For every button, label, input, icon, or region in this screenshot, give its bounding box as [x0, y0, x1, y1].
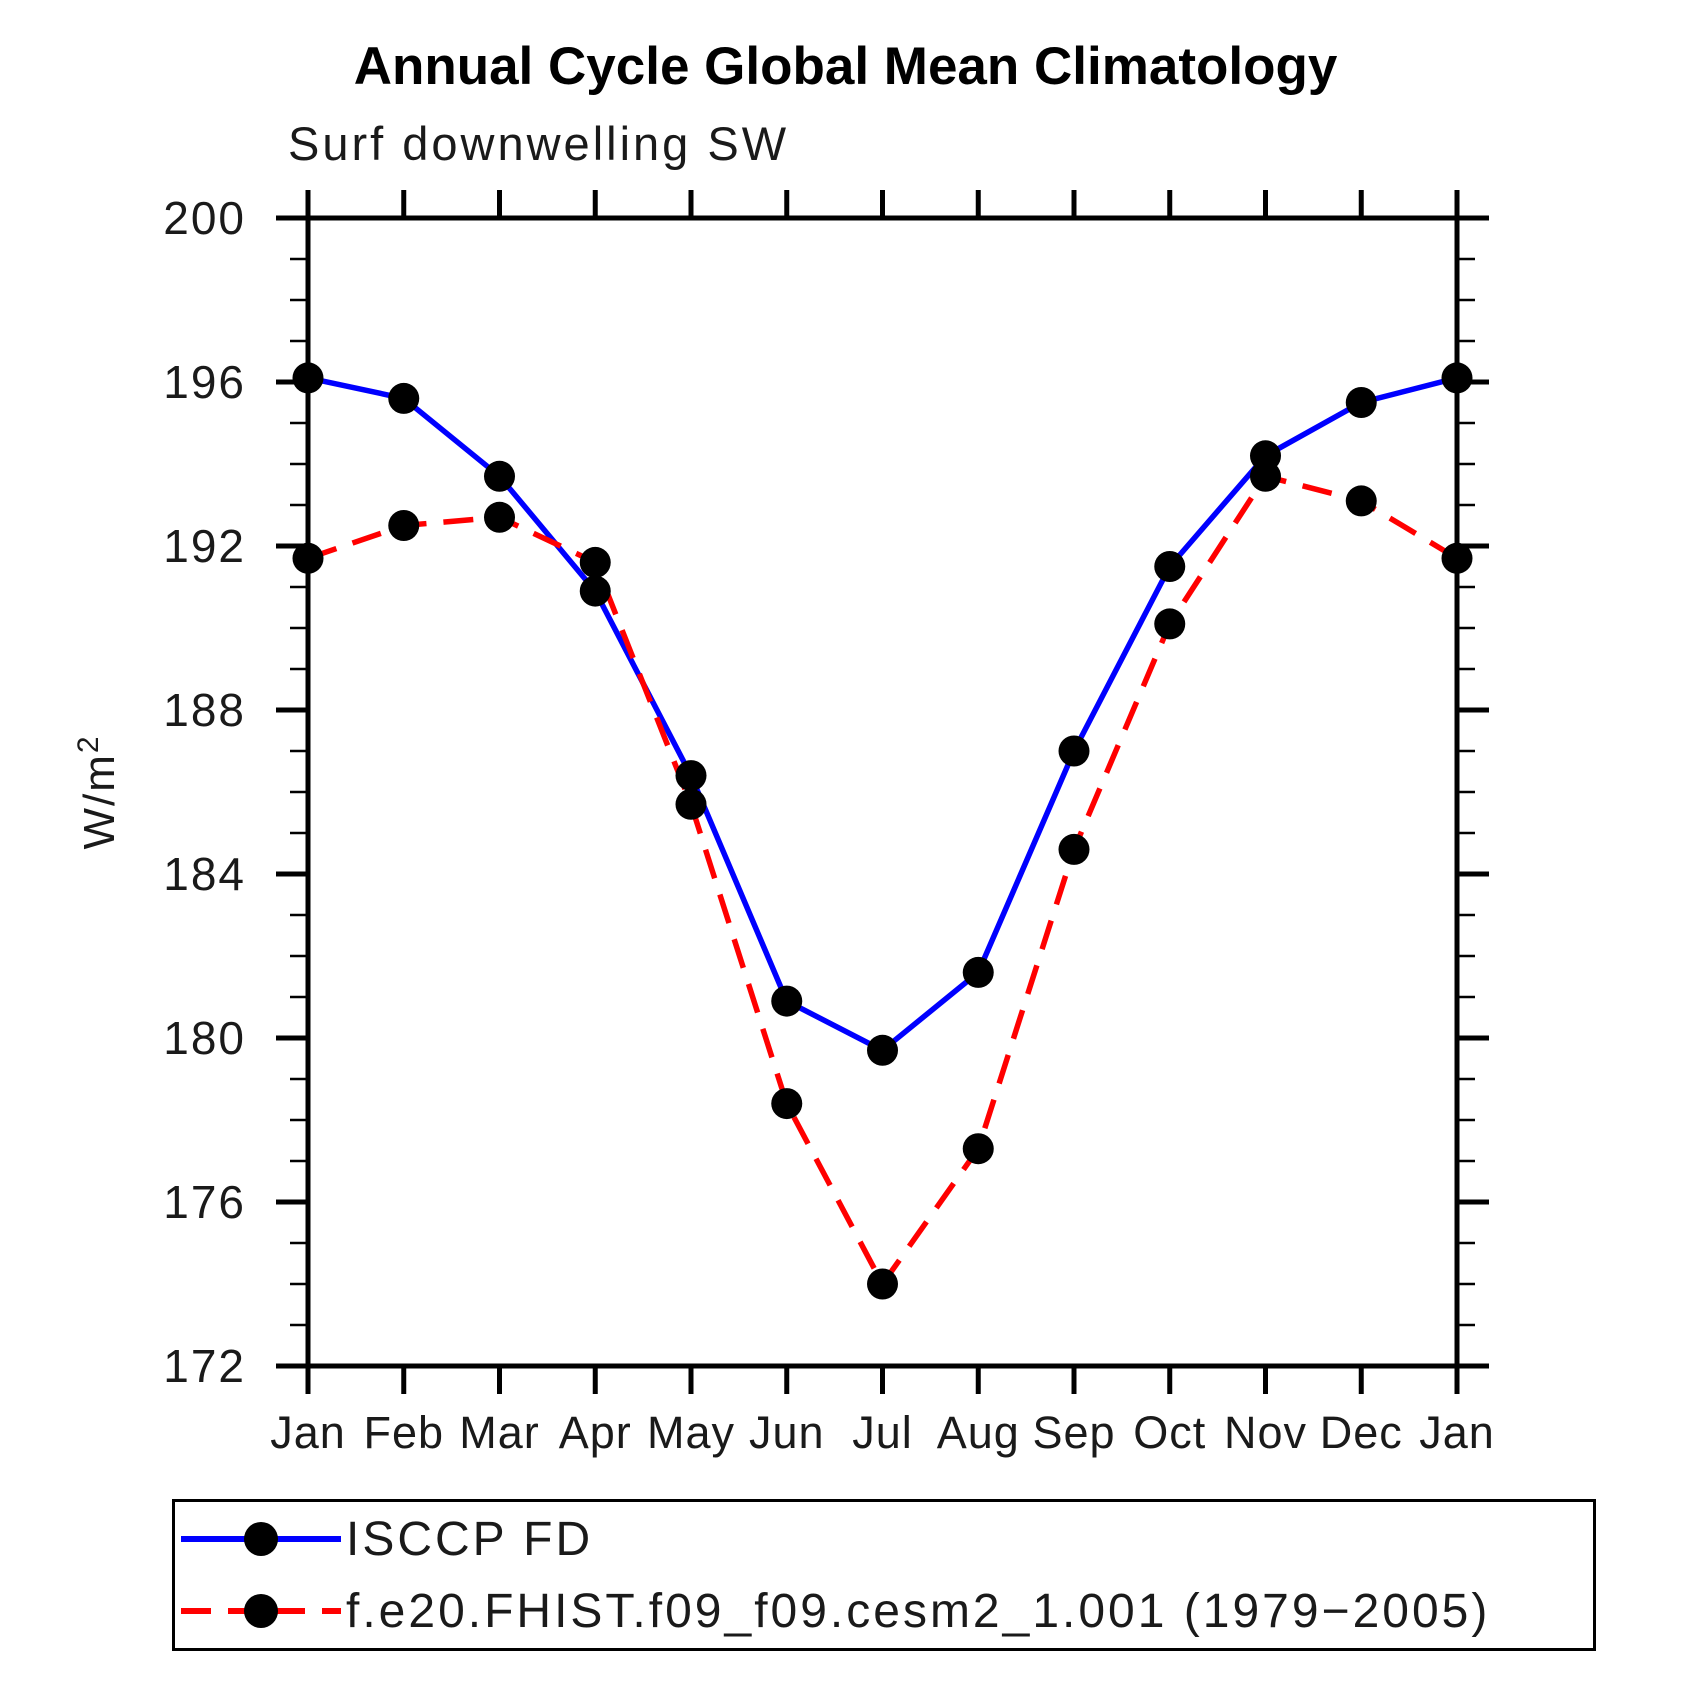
data-point-marker	[292, 362, 324, 394]
y-axis-tick-label: 176	[163, 1176, 246, 1228]
x-axis-tick-label: Dec	[1320, 1407, 1403, 1458]
x-axis-tick-label: May	[647, 1407, 735, 1458]
data-point-marker	[579, 575, 611, 607]
x-axis-tick-label: Nov	[1224, 1407, 1307, 1458]
x-axis-tick-label: Apr	[559, 1407, 632, 1458]
data-point-marker	[1154, 551, 1186, 582]
legend-marker-dot	[244, 1522, 278, 1556]
legend-solid-line-icon	[181, 1522, 341, 1556]
data-point-marker	[1345, 387, 1377, 418]
series-line-cesm2-model	[307, 473, 1459, 1290]
data-point-marker	[388, 510, 420, 541]
legend-item-obs: ISCCP FD	[175, 1504, 1593, 1574]
x-axis-tick-label: Jan	[270, 1407, 346, 1458]
y-axis-tick-label: 184	[163, 848, 246, 900]
y-axis-tick-label: 192	[163, 520, 246, 572]
x-axis-tick-label: Feb	[363, 1407, 444, 1458]
x-axis-tick-label: Sep	[1032, 1407, 1115, 1458]
y-axis-tick-label: 172	[163, 1340, 246, 1392]
data-point-marker	[1345, 485, 1377, 517]
chart-subtitle: Surf downwelling SW	[288, 117, 790, 170]
y-axis-title: W/m2	[72, 734, 124, 849]
data-point-marker	[867, 1268, 898, 1300]
legend-marker-dot	[244, 1594, 278, 1628]
chart-title: Annual Cycle Global Mean Climatology	[353, 37, 1338, 96]
data-point-marker	[1058, 833, 1090, 865]
data-point-marker	[1250, 460, 1281, 492]
legend-label-model: f.e20.FHIST.f09_f09.cesm2_1.001 (1979−20…	[346, 1584, 1491, 1638]
x-axis-tick-label: Jun	[749, 1407, 825, 1458]
x-axis-tick-label: Mar	[459, 1407, 540, 1458]
data-point-marker	[675, 760, 707, 792]
legend-label-obs: ISCCP FD	[346, 1512, 594, 1566]
legend: ISCCP FD f.e20.FHIST.f09_f09.cesm2_1.001…	[172, 1499, 1596, 1651]
data-point-marker	[962, 956, 994, 988]
data-point-marker	[867, 1034, 898, 1066]
plot-frame	[305, 215, 1460, 1369]
data-point-marker	[962, 1133, 994, 1165]
data-point-marker	[1154, 608, 1186, 640]
x-axis-tick-label: Jan	[1419, 1407, 1495, 1458]
data-point-marker	[1441, 362, 1473, 394]
data-point-marker	[484, 501, 515, 533]
data-point-marker	[292, 542, 324, 574]
data-point-marker	[1441, 542, 1473, 574]
data-point-marker	[771, 1088, 803, 1120]
data-point-marker	[388, 382, 420, 414]
x-axis-tick-label: Oct	[1133, 1407, 1206, 1458]
data-point-marker	[1058, 735, 1090, 767]
x-axis-tick-label: Jul	[852, 1407, 913, 1458]
y-axis-tick-label: 188	[163, 684, 246, 736]
y-axis-tick-label: 196	[163, 356, 246, 408]
data-point-marker	[675, 788, 707, 820]
x-axis-tick-label: Aug	[937, 1407, 1020, 1458]
legend-dashed-line-icon	[181, 1594, 341, 1628]
data-point-marker	[484, 460, 515, 492]
data-point-marker	[771, 985, 803, 1017]
y-axis-tick-label: 200	[163, 192, 246, 244]
data-point-marker	[579, 546, 611, 578]
y-axis-tick-label: 180	[163, 1012, 246, 1064]
legend-item-model: f.e20.FHIST.f09_f09.cesm2_1.001 (1979−20…	[175, 1576, 1593, 1646]
